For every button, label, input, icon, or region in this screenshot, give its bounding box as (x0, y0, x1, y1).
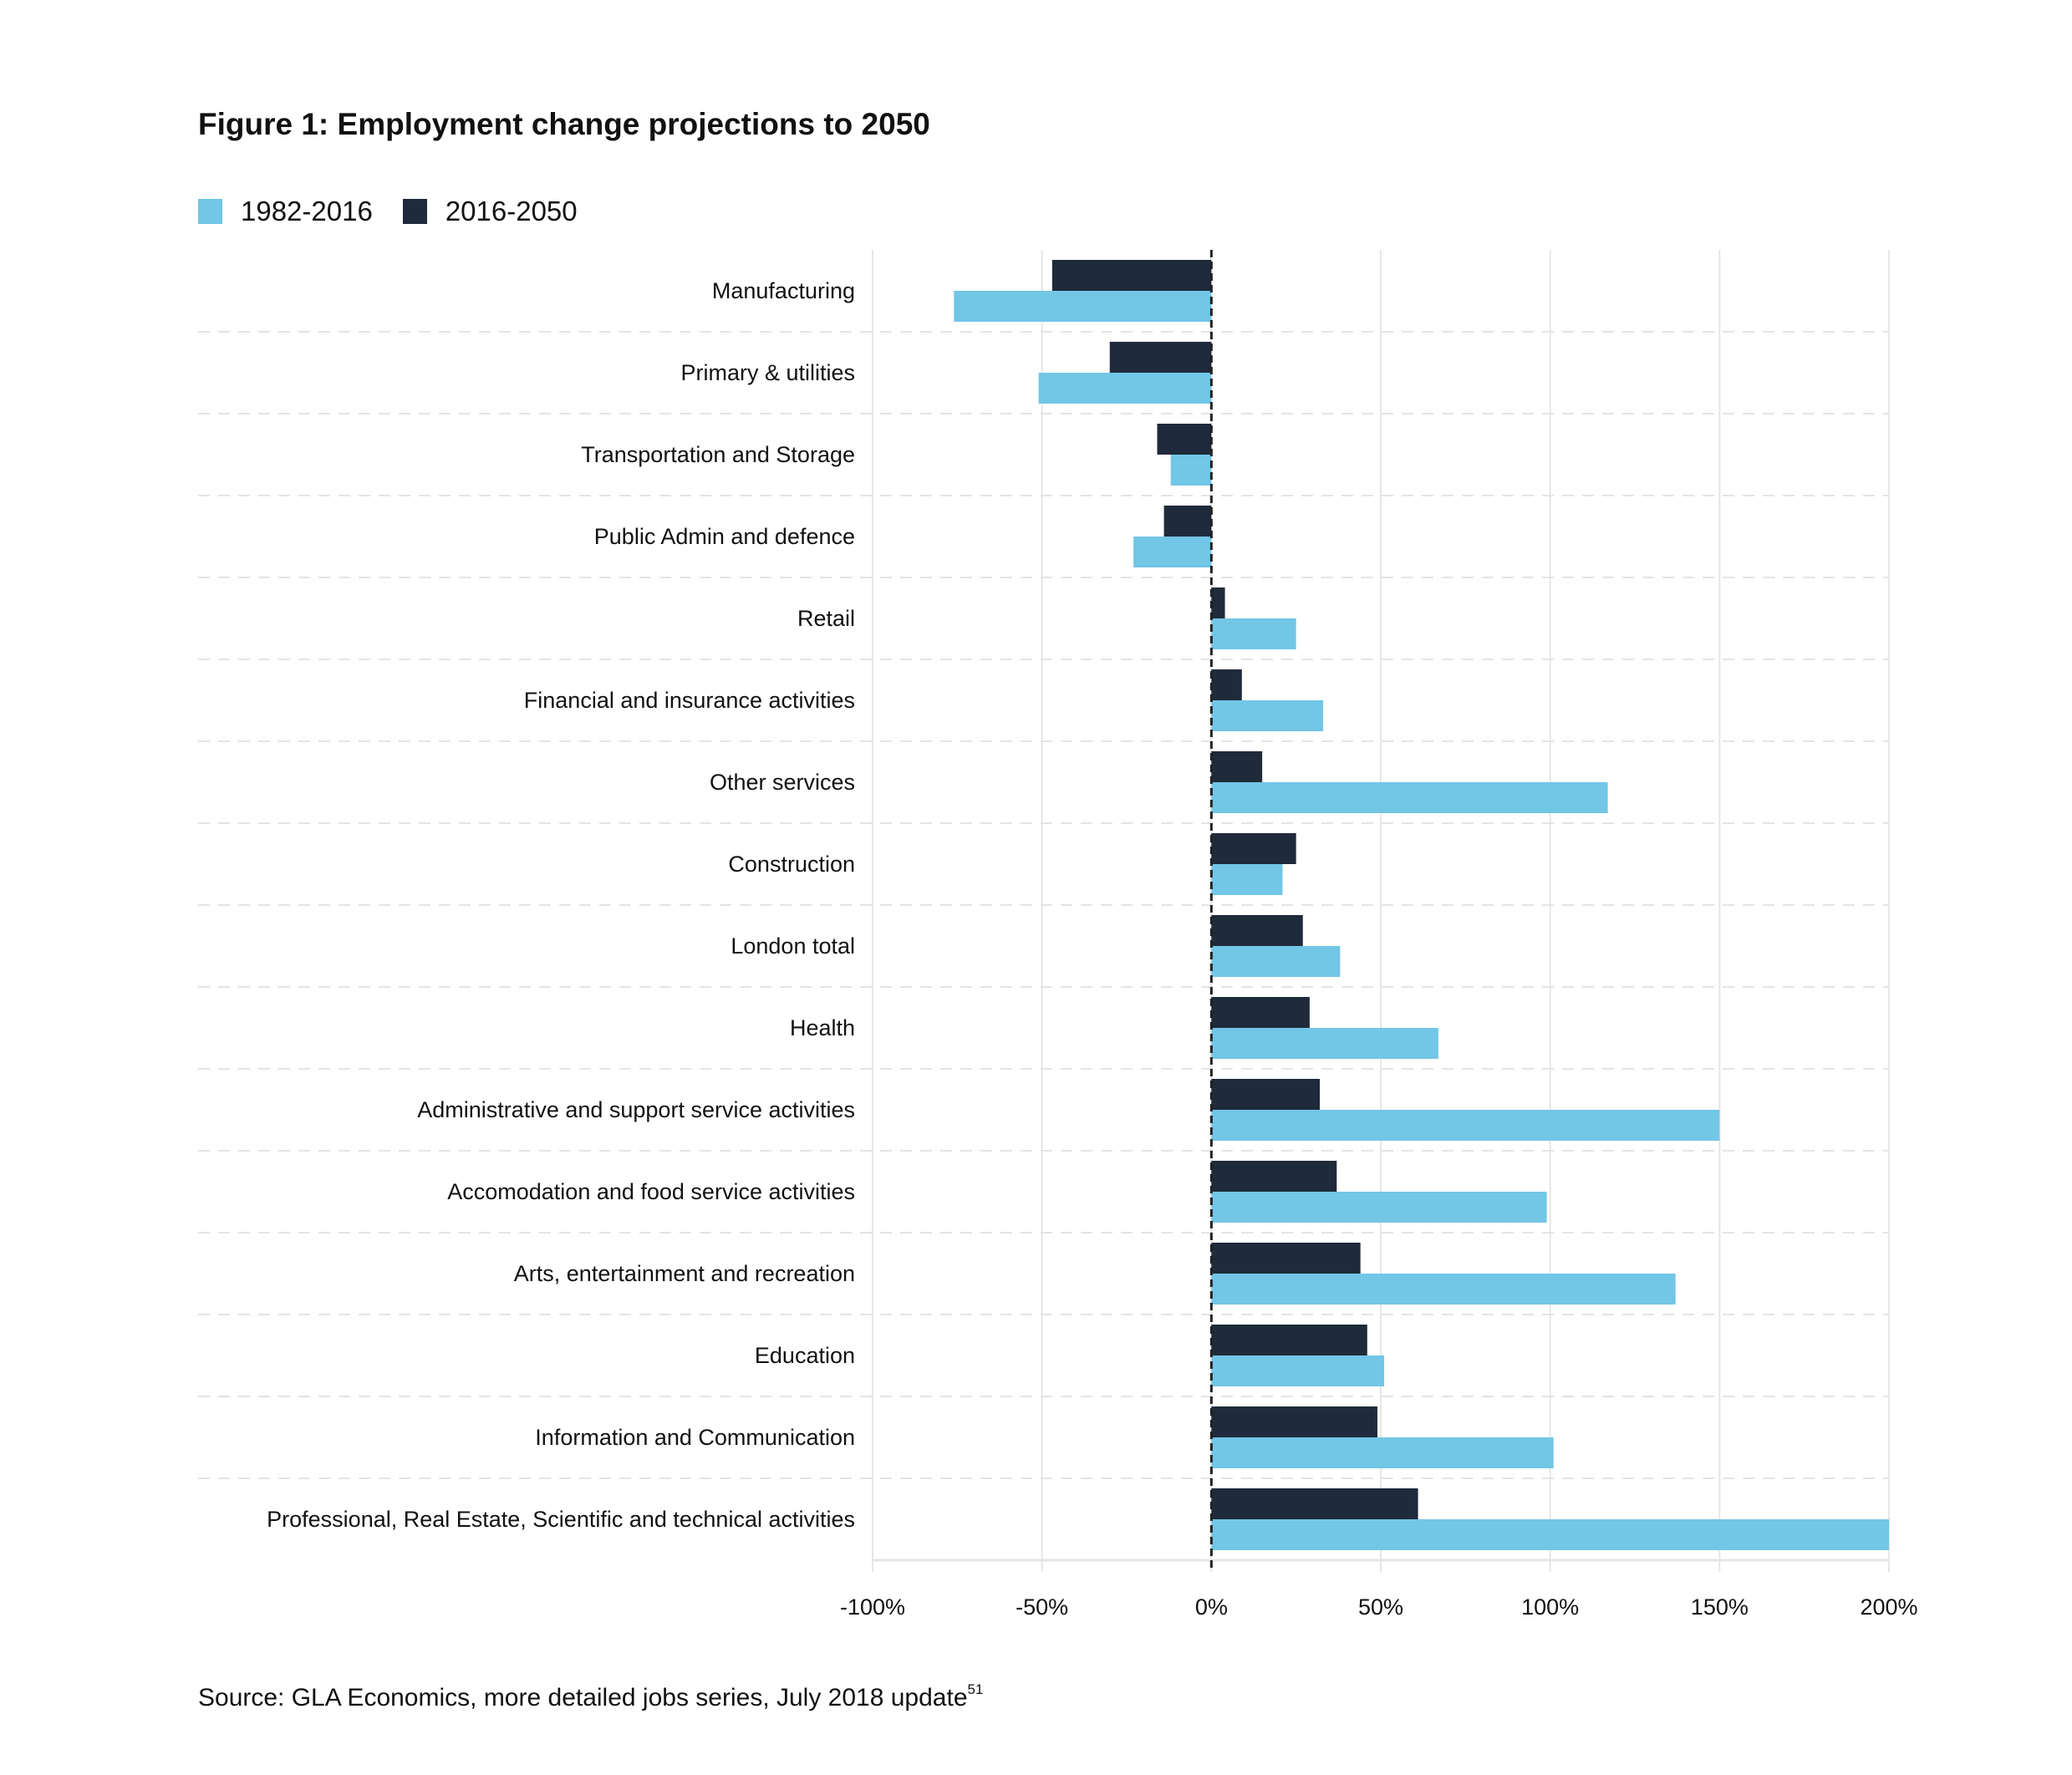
bars (954, 260, 1889, 1550)
category-label-health: Health (790, 1015, 855, 1040)
bar-1982-2016-public-admin-and-defence (1133, 537, 1212, 567)
x-tick-label-100: 100% (1521, 1594, 1579, 1620)
chart-title: Figure 1: Employment change projections … (198, 107, 930, 141)
bar-2016-2050-health (1211, 997, 1310, 1028)
bar-group-primary-utilities (1038, 342, 1212, 404)
bar-2016-2050-financial-and-insurance-activities (1211, 669, 1242, 700)
bar-1982-2016-accomodation-and-food-service-activities (1211, 1192, 1547, 1223)
bar-1982-2016-transportation-and-storage (1170, 455, 1212, 486)
bar-group-administrative-and-support-service-activities (1211, 1079, 1720, 1141)
bar-1982-2016-administrative-and-support-service-activities (1211, 1110, 1720, 1141)
bar-1982-2016-london-total (1211, 946, 1341, 977)
bar-2016-2050-education (1211, 1325, 1367, 1355)
bar-1982-2016-information-and-communication (1211, 1437, 1554, 1468)
bar-group-london-total (1211, 915, 1341, 977)
bar-1982-2016-financial-and-insurance-activities (1211, 700, 1324, 731)
bar-1982-2016-other-services (1211, 782, 1608, 813)
category-label-construction: Construction (728, 852, 855, 877)
bar-2016-2050-retail (1211, 587, 1225, 618)
legend-label-1982-2016: 1982-2016 (241, 196, 373, 226)
bar-group-information-and-communication (1211, 1406, 1554, 1468)
bar-2016-2050-administrative-and-support-service-activities (1211, 1079, 1321, 1110)
bar-group-retail (1211, 587, 1296, 649)
category-label-education: Education (755, 1343, 855, 1368)
bar-2016-2050-professional-real-estate-scientific-and-technical-activities (1211, 1488, 1418, 1519)
footnote-marker: 51 (967, 1681, 984, 1697)
bar-group-health (1211, 997, 1438, 1059)
legend-swatch-2016-2050 (402, 199, 427, 224)
bar-group-arts-entertainment-and-recreation (1211, 1243, 1676, 1305)
bar-2016-2050-manufacturing (1051, 260, 1212, 291)
bar-1982-2016-arts-entertainment-and-recreation (1211, 1274, 1676, 1305)
bar-group-construction (1211, 833, 1296, 895)
x-tick-label-50: -50% (1016, 1594, 1068, 1620)
bar-1982-2016-education (1211, 1355, 1385, 1386)
bar-1982-2016-professional-real-estate-scientific-and-technical-activities (1211, 1519, 1889, 1550)
category-label-manufacturing: Manufacturing (712, 278, 855, 303)
bar-group-manufacturing (954, 260, 1212, 322)
legend: 1982-2016 2016-2050 (198, 196, 608, 227)
bar-2016-2050-construction (1211, 833, 1296, 864)
bar-group-professional-real-estate-scientific-and-technical-activities (1211, 1488, 1889, 1550)
bar-group-accomodation-and-food-service-activities (1211, 1161, 1547, 1223)
bar-2016-2050-london-total (1211, 915, 1303, 946)
legend-item-1982-2016: 1982-2016 (198, 196, 373, 227)
bar-2016-2050-other-services (1211, 751, 1263, 782)
x-axis-tick-labels: -100% -50% 0% 50% 100% 150% 200% (840, 1594, 1918, 1620)
bar-1982-2016-construction (1211, 864, 1283, 895)
category-label-primary-utilities: Primary & utilities (680, 360, 855, 385)
category-label-other-services: Other services (710, 770, 855, 795)
bar-group-financial-and-insurance-activities (1211, 669, 1324, 731)
legend-item-2016-2050: 2016-2050 (402, 196, 578, 227)
category-label-london-total: London total (731, 933, 855, 959)
bar-2016-2050-accomodation-and-food-service-activities (1211, 1161, 1337, 1192)
category-label-arts-entertainment-and-recreation: Arts, entertainment and recreation (514, 1261, 855, 1286)
category-label-retail: Retail (797, 606, 855, 631)
legend-label-2016-2050: 2016-2050 (445, 196, 578, 226)
bar-group-education (1211, 1325, 1385, 1386)
bar-group-public-admin-and-defence (1133, 506, 1212, 567)
bar-2016-2050-public-admin-and-defence (1163, 506, 1212, 537)
category-label-financial-and-insurance-activities: Financial and insurance activities (524, 688, 855, 713)
bar-group-other-services (1211, 751, 1608, 813)
source-text: Source: GLA Economics, more detailed job… (198, 1684, 968, 1711)
category-label-accomodation-and-food-service-activities: Accomodation and food service activities (447, 1179, 855, 1204)
source-note: Source: GLA Economics, more detailed job… (198, 1681, 983, 1712)
category-label-professional-real-estate-scientific-and-technical-activities: Professional, Real Estate, Scientific an… (267, 1507, 855, 1532)
category-label-administrative-and-support-service-activities: Administrative and support service activ… (417, 1097, 855, 1122)
x-tick-label-100: -100% (840, 1594, 905, 1620)
category-labels: Manufacturing Primary & utilities Transpor… (267, 278, 855, 1532)
category-label-transportation-and-storage: Transportation and Storage (581, 442, 855, 467)
bar-1982-2016-primary-utilities (1038, 373, 1212, 404)
x-tick-label-150: 150% (1691, 1594, 1749, 1620)
row-separators (198, 331, 1889, 1479)
category-label-information-and-communication: Information and Communication (535, 1425, 855, 1450)
bar-2016-2050-information-and-communication (1211, 1406, 1377, 1437)
bar-2016-2050-transportation-and-storage (1157, 424, 1212, 455)
bar-group-transportation-and-storage (1157, 424, 1212, 486)
legend-swatch-1982-2016 (198, 199, 222, 224)
bar-2016-2050-primary-utilities (1109, 342, 1212, 373)
bar-1982-2016-health (1211, 1028, 1438, 1059)
x-tick-label-200: 200% (1860, 1594, 1917, 1620)
x-tick-label-50: 50% (1358, 1594, 1403, 1620)
bar-1982-2016-retail (1211, 618, 1296, 649)
bar-1982-2016-manufacturing (954, 291, 1212, 322)
bar-2016-2050-arts-entertainment-and-recreation (1211, 1243, 1361, 1274)
category-label-public-admin-and-defence: Public Admin and defence (594, 524, 855, 549)
x-tick-label-0: 0% (1195, 1594, 1228, 1620)
